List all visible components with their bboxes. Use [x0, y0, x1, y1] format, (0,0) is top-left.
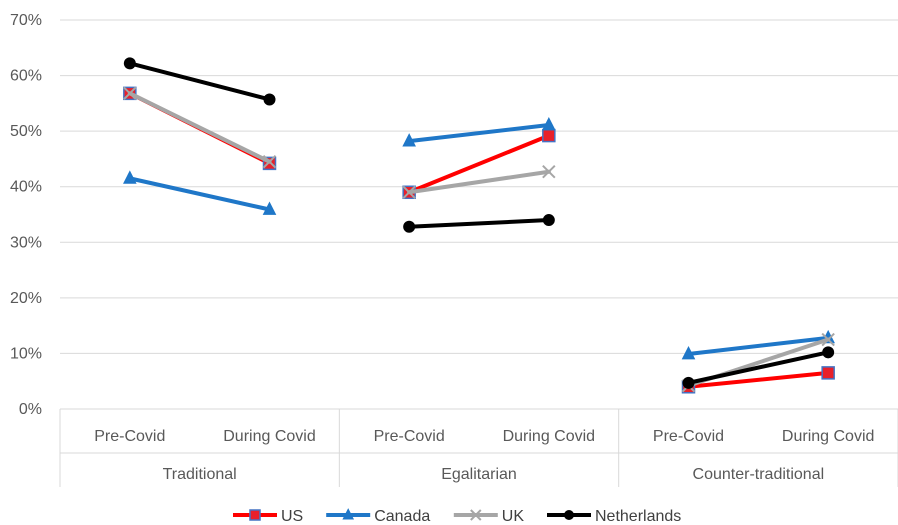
x-category-label: Pre-Covid [653, 428, 724, 445]
marker-circle [123, 57, 136, 70]
marker-triangle [342, 508, 355, 520]
marker-circle [403, 220, 416, 233]
marker-circle [263, 93, 276, 106]
marker-circle [682, 376, 695, 389]
marker-triangle [123, 170, 137, 184]
marker-x [123, 86, 137, 101]
legend-item: UK [453, 508, 525, 525]
series-line [407, 133, 551, 195]
x-axis: Pre-Covid During Covid Traditional Pre-Covi… [59, 408, 898, 487]
marker-circle [822, 346, 835, 359]
marker-x-stroke [402, 185, 416, 199]
gridlines [60, 19, 898, 354]
legend-item: Netherlands [547, 508, 681, 525]
series-line [686, 335, 831, 356]
y-tick-label: 50% [10, 123, 42, 140]
marker-x-stroke [262, 155, 277, 169]
series-netherlands [123, 57, 835, 389]
y-tick-label: 70% [10, 12, 42, 29]
legend: US Canada UK Netherlands [233, 508, 681, 525]
marker-x [262, 155, 277, 169]
x-group-label: Traditional [163, 466, 237, 483]
legend-label: US [281, 508, 303, 525]
legend-item: US [233, 508, 303, 525]
series-line [407, 218, 551, 229]
x-category-label: During Covid [782, 428, 874, 445]
y-axis: 0% 10% 20% 30% 40% 50% 60% 70% [10, 12, 42, 418]
x-category-label: Pre-Covid [94, 428, 165, 445]
series-line [127, 176, 272, 212]
marker-x-stroke [470, 509, 482, 521]
series-line [127, 91, 272, 164]
y-tick-label: 30% [10, 234, 42, 251]
marker-x [821, 332, 835, 347]
marker-x [402, 185, 416, 199]
marker-square [821, 366, 835, 380]
series-line [407, 169, 551, 195]
y-tick-label: 0% [19, 401, 42, 418]
marker-triangle [681, 345, 696, 360]
series-line [127, 61, 272, 102]
marker-x [542, 165, 556, 179]
marker-square [249, 509, 261, 521]
x-group-label: Counter-traditional [693, 466, 825, 483]
series-line [686, 370, 831, 389]
y-tick-label: 10% [10, 345, 42, 362]
series-line [686, 350, 831, 385]
x-category-label: Pre-Covid [374, 428, 445, 445]
y-tick-label: 40% [10, 179, 42, 196]
legend-label: Canada [374, 508, 430, 525]
marker-x [470, 509, 482, 521]
marker-triangle [402, 133, 416, 147]
marker-circle [564, 510, 574, 520]
marker-circle [542, 214, 555, 227]
marker-square [542, 128, 556, 143]
series-canada [123, 117, 835, 360]
marker-triangle [542, 117, 556, 131]
legend-label: UK [502, 508, 525, 525]
plot-area [123, 57, 835, 394]
legend-label: Netherlands [595, 508, 681, 525]
marker-triangle [262, 201, 277, 215]
marker-x-stroke [123, 86, 137, 101]
y-tick-label: 20% [10, 290, 42, 307]
series-line [407, 123, 551, 144]
x-category-label: During Covid [503, 428, 595, 445]
marker-x-stroke [542, 165, 556, 179]
marker-x-stroke [821, 332, 835, 347]
legend-item: Canada [326, 508, 430, 525]
x-group-label: Egalitarian [441, 466, 517, 483]
x-category-label: During Covid [223, 428, 315, 445]
y-tick-label: 60% [10, 68, 42, 85]
